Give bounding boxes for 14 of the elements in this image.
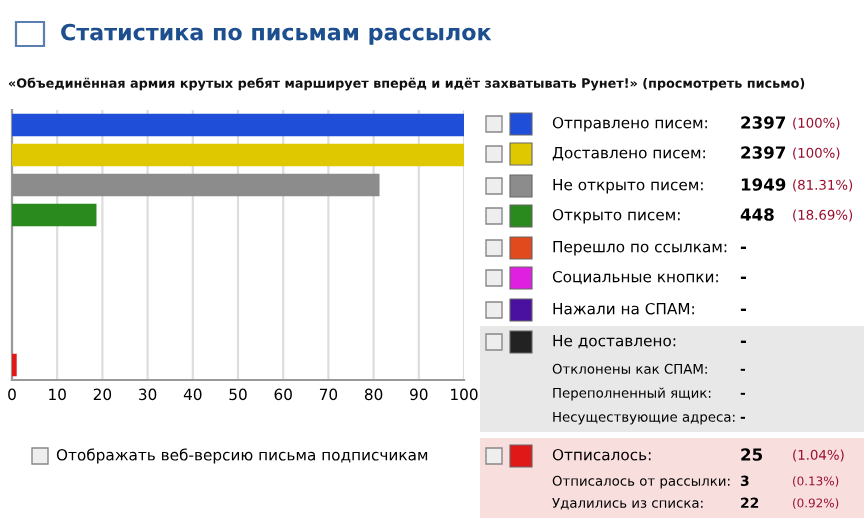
text: - bbox=[740, 340, 747, 343]
text: 448 bbox=[740, 208, 774, 221]
chart-title: Статистика по письмам рассылок bbox=[61, 23, 492, 45]
text: 1949 bbox=[741, 178, 786, 191]
text: - bbox=[740, 276, 747, 279]
text: 2397 bbox=[741, 146, 786, 159]
text: 25 bbox=[741, 448, 763, 461]
text: 2397 bbox=[741, 116, 786, 129]
bar bbox=[12, 173, 380, 197]
bar bbox=[12, 113, 464, 137]
text: - bbox=[740, 246, 747, 249]
text: - bbox=[740, 308, 747, 311]
bar bbox=[12, 143, 464, 167]
bar bbox=[12, 203, 97, 227]
